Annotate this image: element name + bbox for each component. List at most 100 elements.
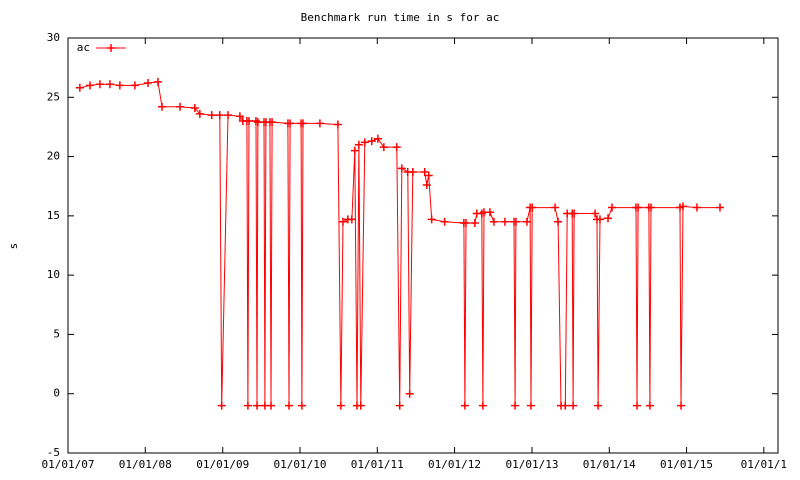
y-tick-label: 25: [47, 90, 60, 103]
point-marker: [392, 143, 401, 152]
point-marker: [336, 401, 345, 410]
point-marker: [461, 218, 470, 227]
y-tick-label: 10: [47, 268, 60, 281]
point-marker: [175, 102, 184, 111]
point-marker: [397, 164, 406, 173]
point-marker: [379, 143, 388, 152]
point-marker: [604, 214, 613, 223]
point-marker: [633, 401, 642, 410]
y-tick-label: -5: [47, 446, 60, 459]
point-marker: [144, 79, 153, 88]
y-tick-label: 20: [47, 150, 60, 163]
x-tick-label: 01/01/14: [583, 458, 636, 471]
point-marker: [608, 203, 617, 212]
x-tick-label: 01/01/10: [274, 458, 327, 471]
point-marker: [347, 215, 356, 224]
point-marker: [511, 217, 520, 226]
point-marker: [217, 401, 226, 410]
point-marker: [267, 401, 276, 410]
point-marker: [244, 117, 253, 125]
point-marker: [634, 203, 643, 212]
y-tick-label: 15: [47, 209, 60, 222]
y-tick-label: 0: [53, 387, 60, 400]
point-marker: [115, 81, 124, 90]
point-marker: [522, 217, 531, 226]
point-marker: [500, 217, 509, 226]
point-marker: [153, 77, 162, 86]
point-marker: [373, 134, 382, 143]
point-marker: [594, 401, 603, 410]
point-marker: [422, 181, 431, 190]
series-line: [79, 81, 720, 407]
point-marker: [215, 111, 224, 120]
point-marker: [715, 203, 724, 212]
y-tick-label: 5: [53, 327, 60, 340]
point-marker: [408, 167, 417, 176]
point-marker: [285, 401, 294, 410]
point-marker: [253, 401, 262, 410]
point-marker: [645, 401, 654, 410]
y-tick-label: 30: [47, 31, 60, 44]
x-tick-label: 01/01/1: [741, 458, 787, 471]
point-marker: [692, 203, 701, 212]
point-marker: [569, 401, 578, 410]
point-marker: [286, 119, 295, 128]
point-marker: [511, 401, 520, 410]
point-marker: [251, 117, 260, 125]
point-marker: [243, 401, 252, 410]
point-marker: [561, 401, 570, 410]
x-tick-label: 01/01/07: [42, 458, 95, 471]
point-marker: [224, 111, 233, 120]
point-marker: [207, 111, 216, 120]
point-marker: [489, 217, 498, 226]
point-marker: [395, 401, 404, 410]
point-marker: [485, 208, 494, 217]
point-marker: [354, 140, 363, 149]
point-marker: [298, 119, 307, 128]
point-marker: [420, 167, 429, 176]
point-marker: [315, 119, 324, 128]
point-marker: [526, 401, 535, 410]
point-marker: [677, 401, 686, 410]
y-axis-label: s: [7, 243, 20, 250]
legend-label: ac: [77, 41, 90, 54]
chart-title: Benchmark run time in s for ac: [301, 11, 500, 24]
point-marker: [646, 203, 655, 212]
x-tick-label: 01/01/09: [196, 458, 249, 471]
point-marker: [424, 171, 433, 180]
point-marker: [338, 217, 347, 226]
point-marker: [105, 80, 114, 89]
point-marker: [405, 389, 414, 398]
point-marker: [350, 146, 359, 155]
point-marker: [460, 401, 469, 410]
point-marker: [195, 109, 204, 118]
x-tick-label: 01/01/15: [660, 458, 713, 471]
x-tick-label: 01/01/08: [119, 458, 172, 471]
point-marker: [130, 81, 139, 90]
point-marker: [86, 81, 95, 90]
point-marker: [75, 83, 84, 92]
point-marker: [190, 103, 199, 112]
point-marker: [356, 401, 365, 410]
point-marker: [333, 120, 342, 129]
point-marker: [528, 203, 537, 212]
point-marker: [678, 202, 687, 211]
plot-frame: [67, 37, 779, 454]
point-marker: [360, 138, 369, 147]
point-marker: [470, 218, 479, 227]
point-marker: [235, 112, 244, 121]
point-marker: [95, 80, 104, 89]
point-marker: [551, 203, 560, 212]
legend-marker: [107, 44, 115, 52]
point-marker: [554, 217, 563, 226]
point-marker: [268, 118, 277, 127]
point-marker: [570, 209, 579, 218]
point-marker: [427, 215, 436, 224]
x-tick-label: 01/01/13: [506, 458, 559, 471]
point-marker: [595, 215, 604, 224]
point-marker: [591, 209, 600, 218]
x-tick-label: 01/01/11: [351, 458, 404, 471]
x-tick-label: 01/01/12: [428, 458, 481, 471]
